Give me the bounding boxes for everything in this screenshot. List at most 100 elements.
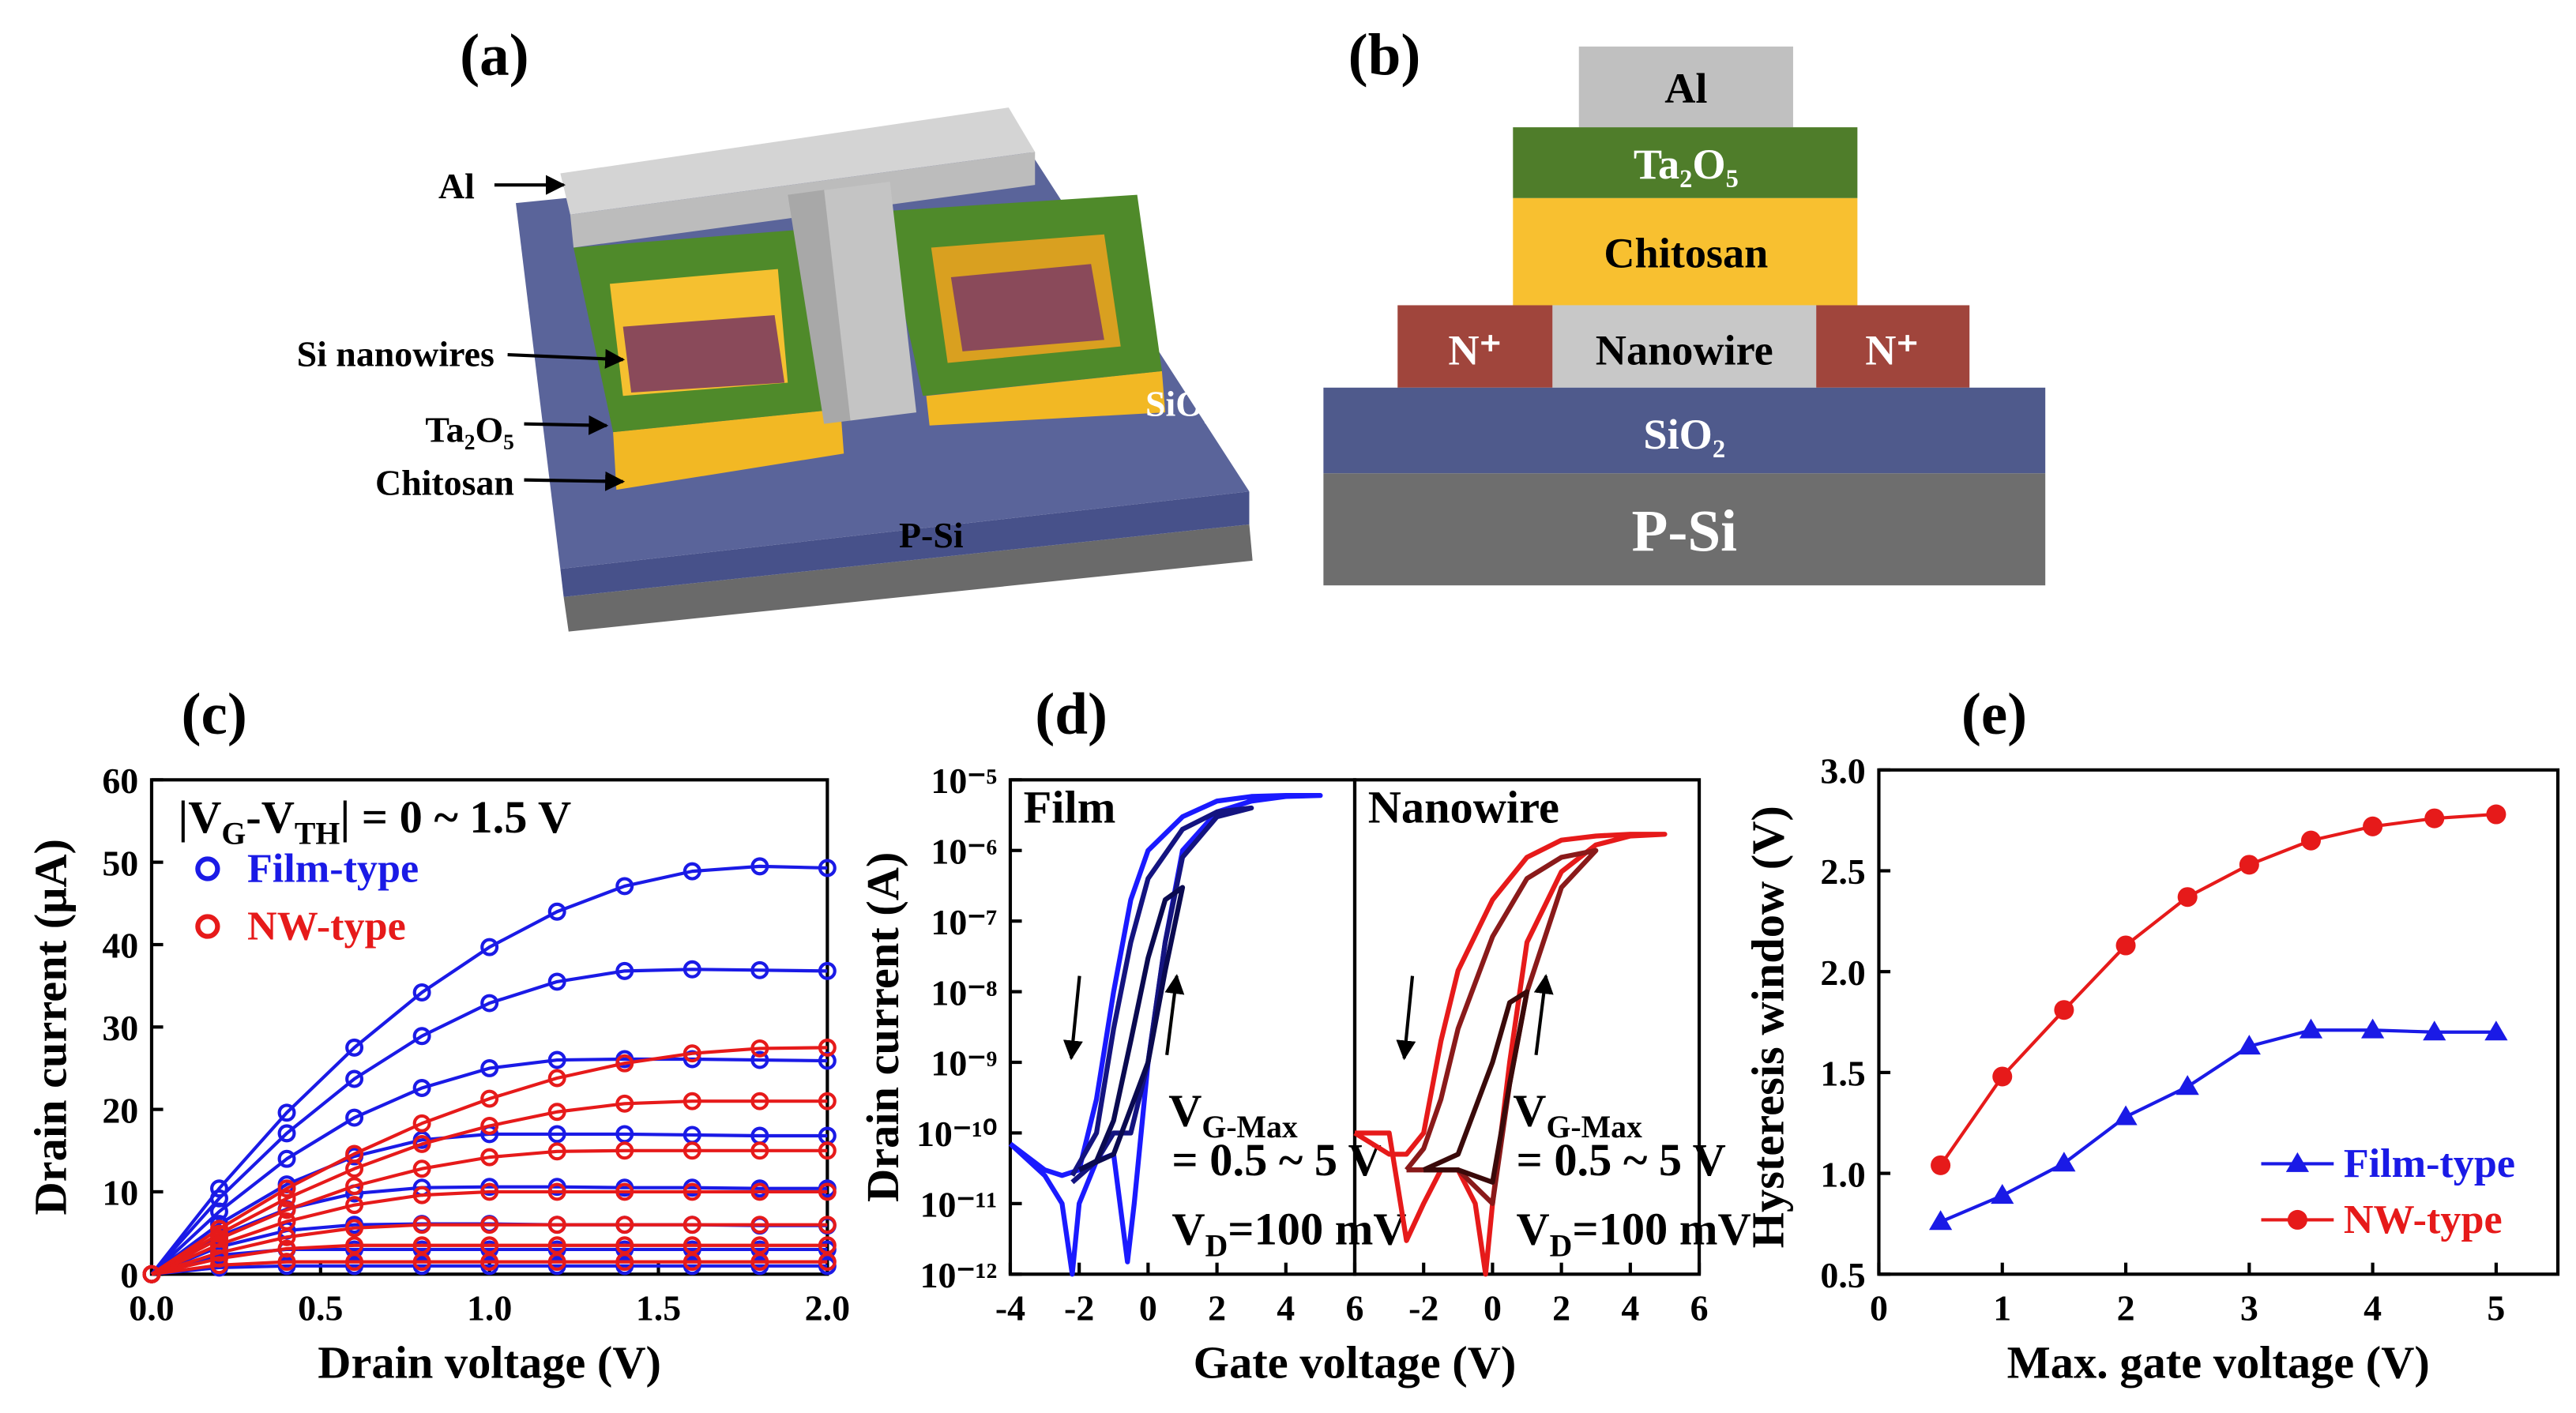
marker bbox=[547, 1216, 566, 1234]
marker bbox=[2363, 816, 2383, 836]
marker bbox=[2285, 1152, 2310, 1172]
marker bbox=[345, 1038, 364, 1057]
y-tick-label: 10 bbox=[102, 1173, 138, 1213]
arrow bbox=[507, 348, 626, 369]
marker bbox=[818, 859, 837, 877]
subscript: G-Max bbox=[1202, 1110, 1297, 1144]
y-tick-label: 50 bbox=[102, 843, 138, 883]
arrows-a bbox=[494, 175, 626, 491]
chitosan-layer bbox=[1513, 197, 1858, 306]
marker bbox=[818, 1253, 837, 1272]
marker bbox=[683, 1216, 701, 1234]
iv-curve bbox=[150, 1099, 828, 1276]
marker bbox=[750, 857, 769, 876]
x-axis-title: Gate voltage (V) bbox=[1194, 1337, 1517, 1389]
marker bbox=[412, 1134, 431, 1153]
marker bbox=[818, 1216, 837, 1234]
y-axis-title: Drain current (μA) bbox=[24, 839, 76, 1215]
marker bbox=[412, 983, 431, 1002]
y-tick-label: 2.5 bbox=[1820, 851, 1865, 892]
label: Chitosan bbox=[375, 462, 514, 502]
sio2-face bbox=[560, 491, 1250, 597]
text-run: V bbox=[1516, 1204, 1549, 1255]
plot-frame bbox=[1877, 768, 2560, 1276]
y-tick-label: 0.5 bbox=[1820, 1255, 1865, 1295]
marker bbox=[277, 1179, 296, 1198]
arrow bbox=[1396, 975, 1416, 1061]
psi-layer bbox=[1323, 473, 2046, 586]
x-tick-label: 0 bbox=[1484, 1288, 1502, 1328]
label: Ta₂O₅ bbox=[425, 410, 514, 450]
marker bbox=[2300, 830, 2321, 851]
x-tick-label: 6 bbox=[1346, 1288, 1364, 1328]
y-tick-label: 1.0 bbox=[1820, 1154, 1865, 1194]
marker bbox=[818, 961, 837, 980]
x-tick-label: 0.5 bbox=[298, 1288, 343, 1328]
marker bbox=[345, 1108, 364, 1127]
marker bbox=[2054, 1000, 2074, 1020]
y-tick-label: 10⁻⁷ bbox=[931, 902, 997, 942]
marker bbox=[683, 862, 701, 881]
marker bbox=[480, 1117, 499, 1135]
iv-curve bbox=[150, 968, 828, 1276]
marker bbox=[412, 1079, 431, 1097]
legend-label: Film-type bbox=[2344, 1141, 2515, 1186]
y-axis-title: Drain current (A) bbox=[857, 852, 908, 1202]
marker bbox=[615, 1141, 634, 1160]
marker bbox=[2237, 1035, 2261, 1055]
marker bbox=[818, 1141, 837, 1160]
label: P-Si bbox=[1632, 498, 1738, 564]
arrow bbox=[524, 471, 626, 491]
x-tick-label: 0 bbox=[1139, 1288, 1157, 1328]
chitosan-left bbox=[613, 408, 844, 490]
marker bbox=[2423, 1020, 2446, 1041]
marker bbox=[2052, 1152, 2076, 1172]
marker bbox=[547, 1103, 566, 1122]
marker bbox=[547, 1069, 566, 1088]
subplot-title: Film bbox=[1024, 782, 1116, 833]
annotation: VD=100 mV bbox=[1171, 1204, 1406, 1264]
y-tick-label: 1.5 bbox=[1820, 1054, 1865, 1094]
y-tick-label: 10⁻⁶ bbox=[931, 831, 997, 871]
marker bbox=[683, 1044, 701, 1063]
y-tick-label: 60 bbox=[102, 761, 138, 801]
subscript: G-Max bbox=[1546, 1110, 1641, 1144]
marker bbox=[750, 1092, 769, 1110]
marker bbox=[412, 1253, 431, 1272]
marker bbox=[277, 1189, 296, 1208]
marker bbox=[683, 1182, 701, 1201]
marker bbox=[615, 1094, 634, 1113]
legend-label: NW-type bbox=[2344, 1197, 2503, 1242]
x-tick-label: 1.0 bbox=[467, 1288, 512, 1328]
subscript: D bbox=[1550, 1228, 1573, 1263]
marker bbox=[750, 960, 769, 979]
transfer-curve bbox=[1422, 989, 1530, 1185]
marker bbox=[2361, 1018, 2385, 1039]
y-tick-label: 10⁻¹² bbox=[920, 1255, 998, 1295]
panel-label: (b) bbox=[1348, 22, 1421, 88]
marker bbox=[210, 1179, 228, 1198]
x-tick-label: 0 bbox=[1870, 1288, 1888, 1328]
marker bbox=[750, 1216, 769, 1234]
marker bbox=[480, 938, 499, 956]
y-tick-label: 2.0 bbox=[1820, 953, 1865, 993]
marker bbox=[750, 1182, 769, 1201]
marker bbox=[1992, 1066, 2013, 1087]
label: Al bbox=[1664, 65, 1707, 112]
marker bbox=[345, 1177, 364, 1196]
marker bbox=[2177, 887, 2198, 908]
marker bbox=[345, 1253, 364, 1272]
nanowires-left bbox=[622, 314, 785, 393]
y-tick-label: 10⁻⁸ bbox=[931, 972, 997, 1013]
legend-label: NW-type bbox=[247, 904, 406, 949]
iv-curve bbox=[150, 864, 828, 1276]
marker bbox=[547, 902, 566, 921]
annotation: = 0.5 ~ 5 V bbox=[1171, 1134, 1381, 1186]
x-tick-label: 4 bbox=[1277, 1288, 1295, 1328]
y-tick-label: 10⁻⁹ bbox=[931, 1043, 997, 1084]
label: SiO₂ bbox=[1643, 411, 1725, 458]
n-left-layer bbox=[1397, 305, 1553, 388]
y-tick-label: 30 bbox=[102, 1008, 138, 1048]
annotation: VG-Max bbox=[1168, 1084, 1298, 1144]
marker bbox=[683, 1253, 701, 1272]
